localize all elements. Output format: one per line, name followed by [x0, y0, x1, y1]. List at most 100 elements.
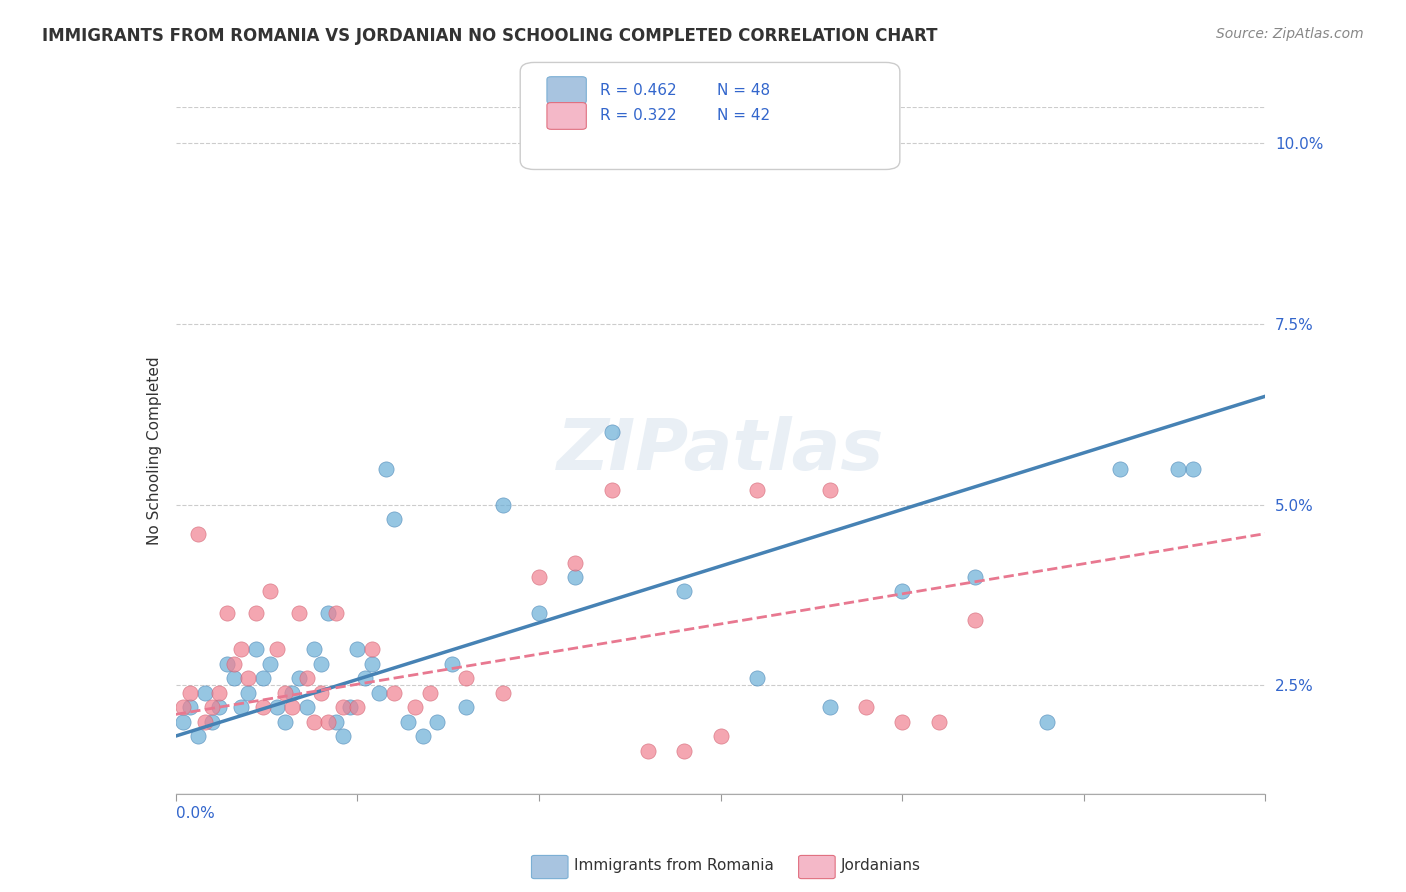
Point — [332, 729, 354, 743]
Point — [309, 657, 332, 671]
Point — [564, 570, 586, 584]
Point — [456, 671, 478, 685]
Point — [259, 584, 281, 599]
Point — [194, 714, 217, 729]
Point — [201, 714, 224, 729]
Point — [600, 425, 623, 440]
Point — [1181, 461, 1204, 475]
Text: N = 42: N = 42 — [717, 109, 770, 123]
Point — [412, 729, 434, 743]
Point — [346, 700, 368, 714]
Point — [274, 686, 297, 700]
Point — [252, 700, 274, 714]
Point — [818, 483, 841, 498]
Point — [963, 570, 986, 584]
Point — [274, 714, 297, 729]
Point — [194, 686, 217, 700]
Point — [208, 686, 231, 700]
Point — [673, 743, 696, 757]
Point — [186, 729, 209, 743]
Point — [891, 714, 914, 729]
Point — [172, 700, 194, 714]
Point — [368, 686, 391, 700]
Point — [564, 556, 586, 570]
Point — [346, 642, 368, 657]
Point — [382, 686, 405, 700]
Point — [963, 613, 986, 627]
Point — [1109, 461, 1132, 475]
Point — [288, 671, 311, 685]
Point — [637, 743, 659, 757]
Point — [405, 700, 427, 714]
Point — [302, 642, 325, 657]
Point — [179, 700, 201, 714]
Text: Jordanians: Jordanians — [841, 858, 921, 872]
Point — [928, 714, 950, 729]
Point — [745, 671, 768, 685]
Point — [710, 729, 733, 743]
Point — [318, 606, 340, 620]
Point — [266, 642, 288, 657]
Point — [245, 642, 267, 657]
Y-axis label: No Schooling Completed: No Schooling Completed — [146, 356, 162, 545]
Point — [426, 714, 449, 729]
Point — [325, 606, 347, 620]
Point — [527, 606, 550, 620]
Point — [288, 606, 311, 620]
Point — [360, 657, 382, 671]
Text: R = 0.322: R = 0.322 — [600, 109, 676, 123]
Point — [440, 657, 463, 671]
Text: N = 48: N = 48 — [717, 84, 770, 98]
Point — [527, 570, 550, 584]
Point — [456, 700, 478, 714]
Point — [295, 700, 318, 714]
Point — [172, 714, 194, 729]
Point — [745, 483, 768, 498]
Point — [231, 642, 253, 657]
Point — [600, 483, 623, 498]
Point — [266, 700, 288, 714]
Point — [186, 526, 209, 541]
Point — [281, 700, 304, 714]
Point — [855, 700, 877, 714]
Point — [295, 671, 318, 685]
Point — [245, 606, 267, 620]
Point — [252, 671, 274, 685]
Point — [492, 686, 515, 700]
Point — [222, 671, 245, 685]
Point — [201, 700, 224, 714]
Point — [818, 700, 841, 714]
Point — [318, 714, 340, 729]
Point — [673, 584, 696, 599]
Point — [325, 714, 347, 729]
Point — [208, 700, 231, 714]
Point — [360, 642, 382, 657]
Point — [396, 714, 419, 729]
Point — [215, 657, 238, 671]
Point — [302, 714, 325, 729]
Text: ZIPatlas: ZIPatlas — [557, 416, 884, 485]
Point — [332, 700, 354, 714]
Point — [419, 686, 441, 700]
Text: Immigrants from Romania: Immigrants from Romania — [574, 858, 773, 872]
Point — [238, 671, 260, 685]
Text: IMMIGRANTS FROM ROMANIA VS JORDANIAN NO SCHOOLING COMPLETED CORRELATION CHART: IMMIGRANTS FROM ROMANIA VS JORDANIAN NO … — [42, 27, 938, 45]
Text: Source: ZipAtlas.com: Source: ZipAtlas.com — [1216, 27, 1364, 41]
Point — [1167, 461, 1189, 475]
Point — [382, 512, 405, 526]
Point — [231, 700, 253, 714]
Point — [222, 657, 245, 671]
Point — [353, 671, 375, 685]
Text: R = 0.462: R = 0.462 — [600, 84, 676, 98]
Point — [1036, 714, 1059, 729]
Point — [309, 686, 332, 700]
Point — [238, 686, 260, 700]
Point — [891, 584, 914, 599]
Point — [215, 606, 238, 620]
Point — [339, 700, 361, 714]
Point — [375, 461, 398, 475]
Point — [492, 498, 515, 512]
Point — [179, 686, 201, 700]
Point — [281, 686, 304, 700]
Text: 0.0%: 0.0% — [176, 806, 215, 822]
